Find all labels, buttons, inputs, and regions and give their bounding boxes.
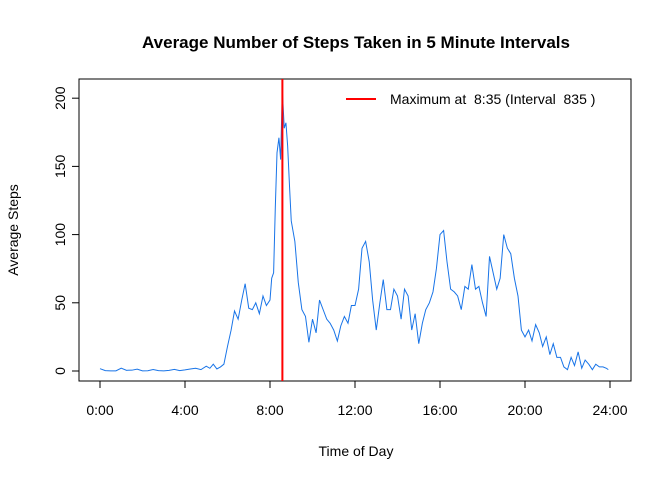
y-tick-label: 200 xyxy=(52,86,68,110)
chart-title: Average Number of Steps Taken in 5 Minut… xyxy=(142,33,570,52)
y-axis-title: Average Steps xyxy=(5,184,21,276)
y-tick-label: 100 xyxy=(52,223,68,247)
series-line-average-steps xyxy=(99,89,609,372)
legend-label: Maximum at 8:35 (Interval 835 ) xyxy=(390,91,595,107)
x-axis: 0:00 4:00 8:00 12:00 16:00 20:00 24:00 xyxy=(86,380,628,418)
x-tick-label: 4:00 xyxy=(171,402,198,418)
x-tick-label: 16:00 xyxy=(422,402,457,418)
x-tick-label: 24:00 xyxy=(592,402,627,418)
plot-frame xyxy=(78,78,632,382)
y-tick-label: 150 xyxy=(52,154,68,178)
x-axis-title: Time of Day xyxy=(319,443,394,459)
y-tick-label: 0 xyxy=(52,367,68,375)
x-tick-label: 12:00 xyxy=(337,402,372,418)
y-axis: 0 50 100 150 200 xyxy=(52,86,80,375)
x-tick-label: 20:00 xyxy=(507,402,542,418)
x-tick-label: 8:00 xyxy=(256,402,283,418)
legend: Maximum at 8:35 (Interval 835 ) xyxy=(346,91,595,107)
x-tick-label: 0:00 xyxy=(86,402,113,418)
y-tick-label: 50 xyxy=(52,295,68,311)
